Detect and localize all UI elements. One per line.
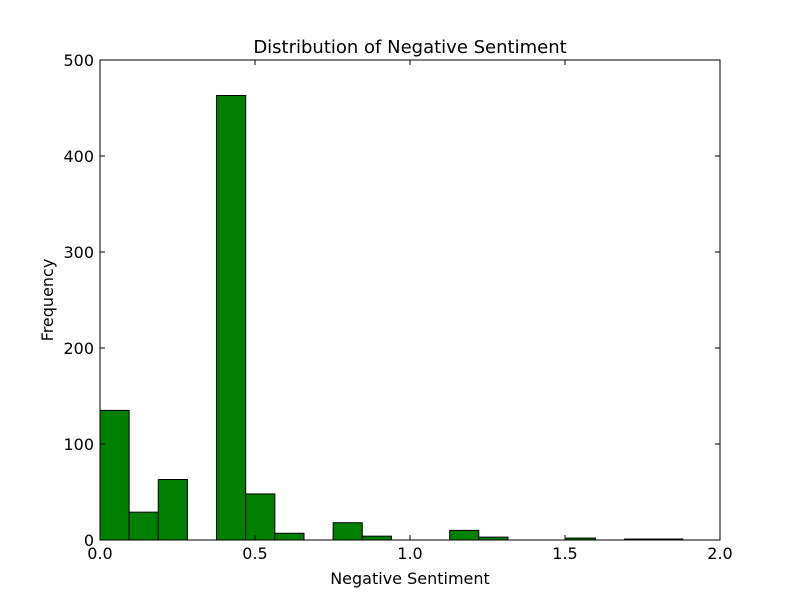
plot-frame bbox=[99, 59, 721, 541]
histogram-bar-5 bbox=[245, 493, 276, 541]
histogram-bar-1 bbox=[128, 511, 159, 541]
y-tick-label: 0 bbox=[84, 531, 94, 550]
y-tick-label: 200 bbox=[63, 339, 94, 358]
x-tick-label: 1.5 bbox=[552, 544, 577, 563]
x-tick-label: 2.0 bbox=[707, 544, 732, 563]
chart-title: Distribution of Negative Sentiment bbox=[253, 37, 566, 58]
bars-group bbox=[99, 95, 684, 541]
ticks-group bbox=[99, 59, 721, 541]
x-tick-label: 1.0 bbox=[397, 544, 422, 563]
histogram-bar-0 bbox=[99, 409, 130, 541]
histogram-bar-12 bbox=[449, 529, 480, 541]
y-tick-label: 100 bbox=[63, 435, 94, 454]
y-axis-label: Frequency bbox=[38, 259, 57, 342]
x-axis-label: Negative Sentiment bbox=[330, 569, 490, 588]
histogram-bar-9 bbox=[361, 535, 392, 541]
histogram-bar-4 bbox=[216, 95, 247, 541]
y-tick-label: 500 bbox=[63, 51, 94, 70]
histogram-bar-6 bbox=[274, 532, 305, 541]
tick-labels-group: 0.0 0.5 1.0 1.5 2.0 0 100 200 300 400 500 bbox=[63, 51, 732, 563]
histogram-bar-2 bbox=[157, 479, 188, 541]
histogram-bar-8 bbox=[332, 522, 363, 541]
x-tick-label: 0.5 bbox=[242, 544, 267, 563]
x-tick-label: 0.0 bbox=[87, 544, 112, 563]
y-tick-label: 300 bbox=[63, 243, 94, 262]
y-tick-label: 400 bbox=[63, 147, 94, 166]
